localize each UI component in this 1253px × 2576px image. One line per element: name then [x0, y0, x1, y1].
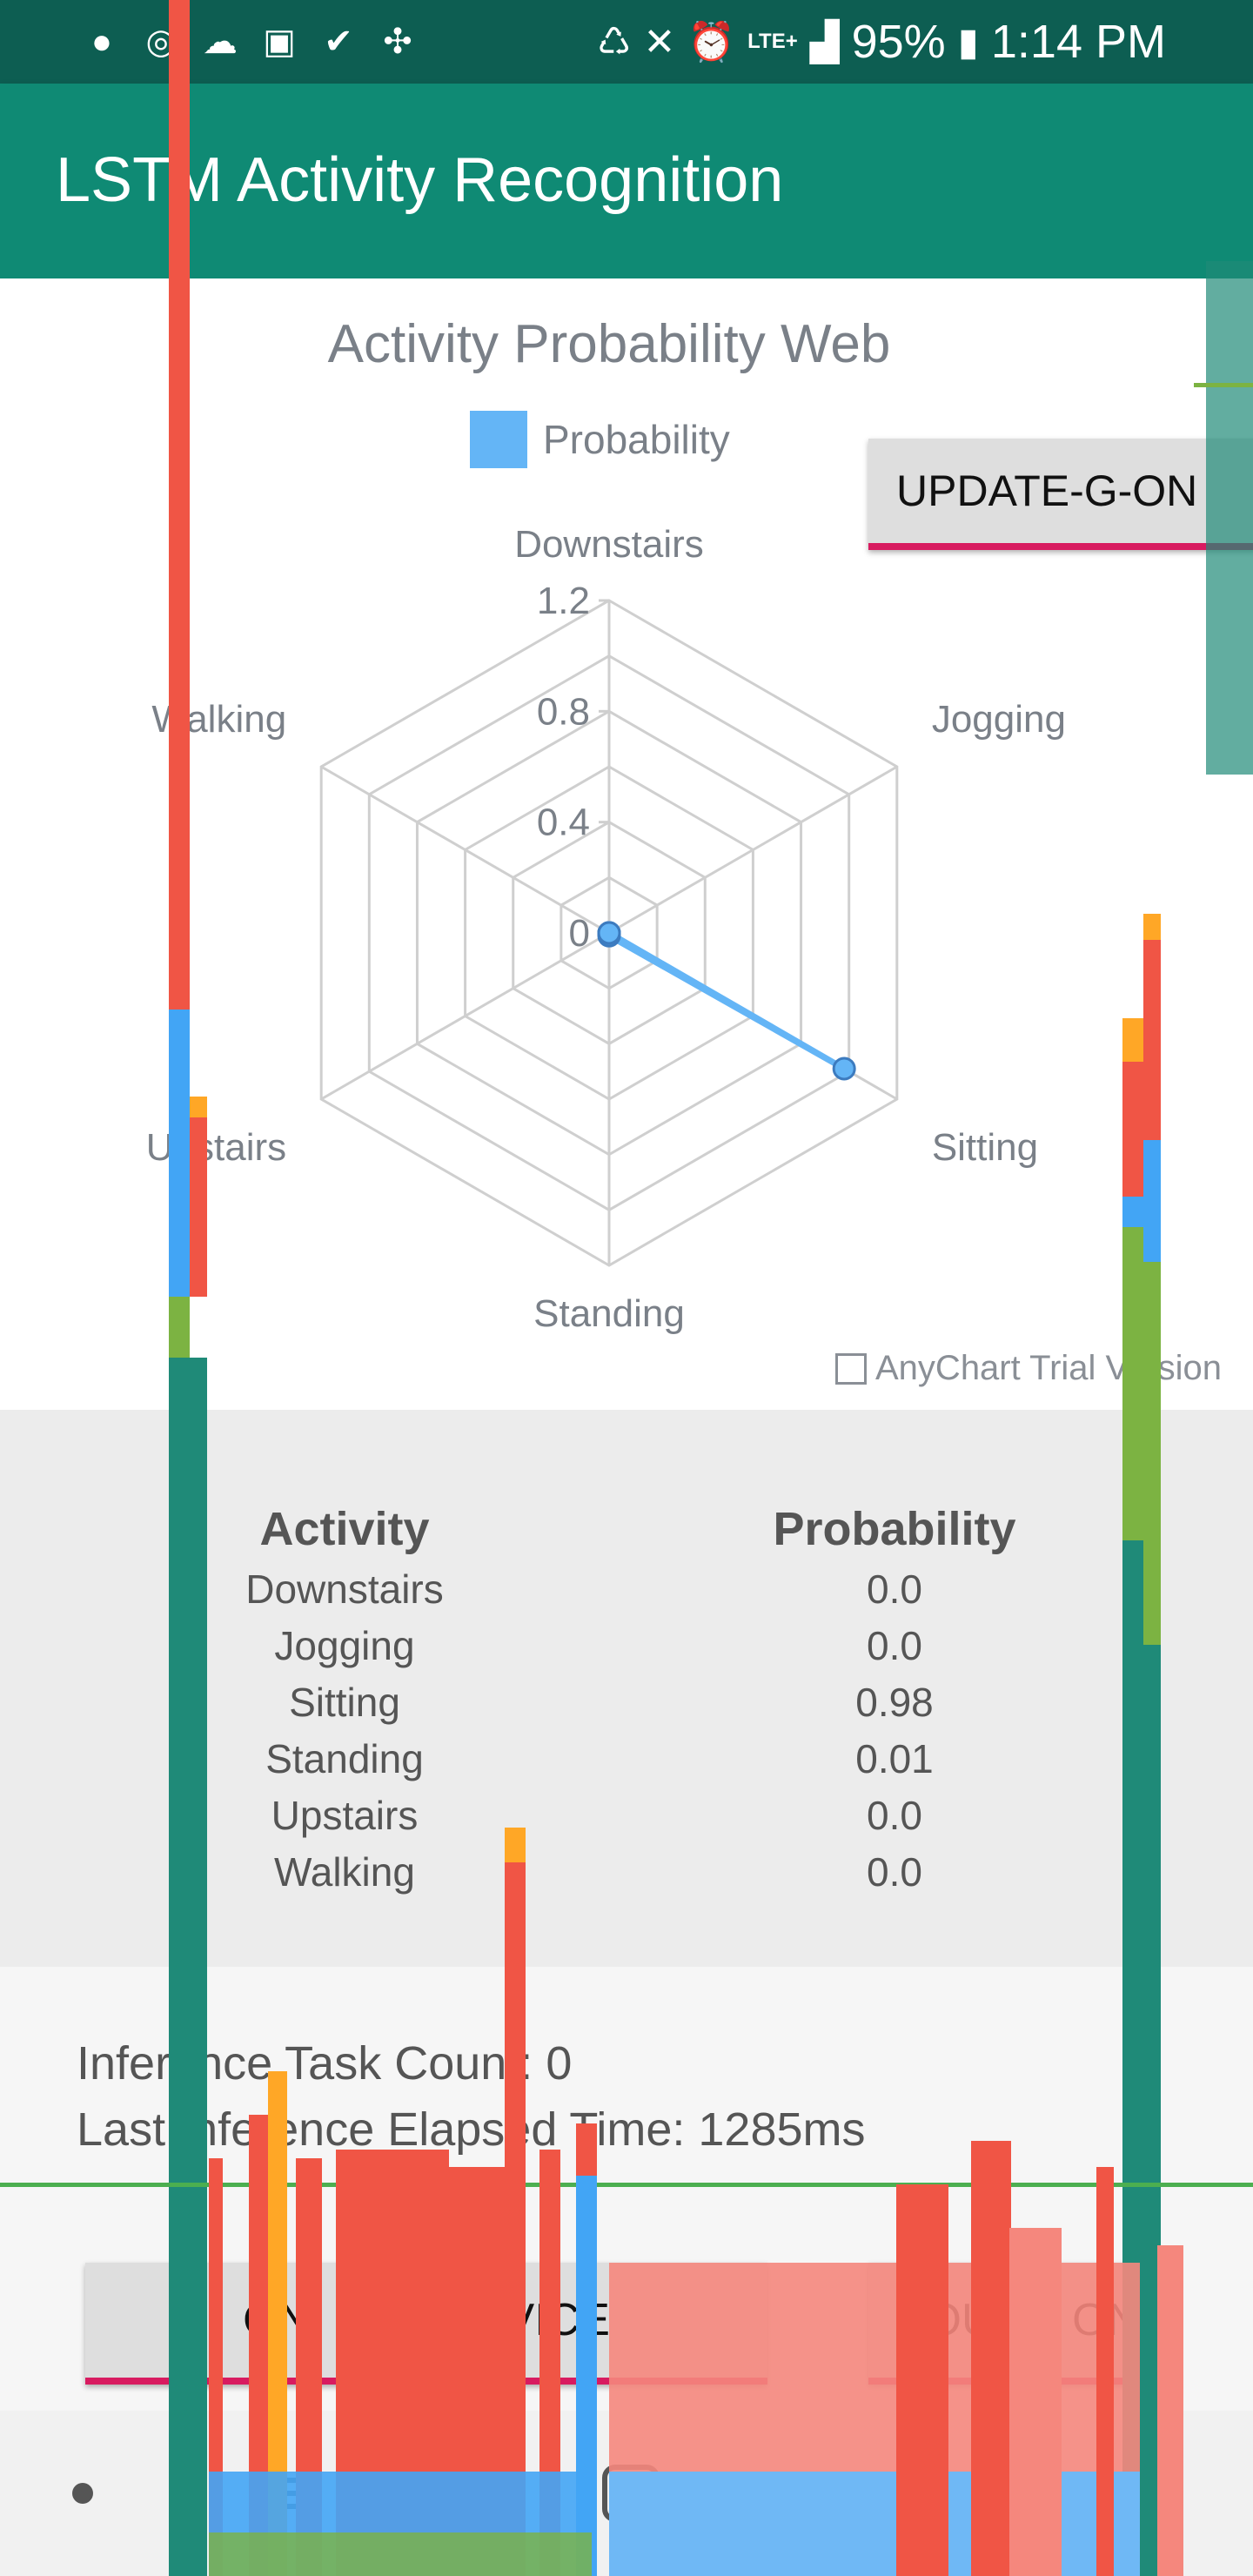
home-square-icon [602, 2465, 660, 2522]
radar-category-label: Upstairs [146, 1126, 286, 1169]
home-button[interactable] [574, 2411, 687, 2576]
weather-icon: ☁ [203, 23, 238, 61]
app-title: LSTM Activity Recognition [56, 145, 784, 215]
radar-tick-label: 0 [569, 912, 590, 955]
legend-swatch [470, 411, 527, 468]
recycle-icon: ♺ [597, 20, 632, 64]
table-cell: 0.0 [867, 1849, 922, 1895]
probability-column: Probability 0.0 0.0 0.98 0.01 0.0 0.0 [677, 1497, 1112, 1901]
task-count-text: Inference Task Count: 0 [77, 2037, 573, 2090]
table-cell: Standing [265, 1736, 424, 1781]
instagram-icon: ◎ [145, 23, 177, 61]
radar-series-line [606, 929, 848, 1072]
radar-tick-label: 0.8 [537, 690, 590, 733]
clock: 1:14 PM [990, 16, 1166, 68]
signal-icon: ▟ [809, 20, 840, 64]
table-cell: Upstairs [271, 1793, 419, 1838]
probability-table: Activity Downstairs Jogging Sitting Stan… [0, 1410, 1253, 1967]
table-cell: Sitting [289, 1680, 400, 1725]
radar-data-point [597, 921, 621, 945]
apps-icon: ✣ [383, 23, 412, 61]
table-cell: 0.98 [855, 1680, 934, 1725]
table-cell: 0.0 [867, 1793, 922, 1838]
battery-level: 95% [851, 16, 946, 68]
watermark-text: AnyChart Trial Version [875, 1349, 1222, 1387]
vibrate-icon: ✕ [643, 20, 676, 64]
alarm-icon: ⏰ [687, 21, 736, 64]
radar-chart-card: Activity Probability Web Probability 0 0.… [0, 278, 1253, 1410]
chart-logo-icon [835, 1352, 867, 1385]
recents-button[interactable] [226, 2411, 339, 2576]
radar-chart: 0 0.4 0.8 1.2 Downstairs Jogging Sitting Stand… [146, 523, 1066, 1335]
sound-on-button[interactable]: SOUND ON [868, 2263, 1168, 2385]
radar-ticks: 0 0.4 0.8 1.2 [537, 580, 609, 955]
dot-icon [72, 2483, 93, 2504]
status-right: ♺ ✕ ⏰ LTE+ ▟ 95% ▮ 1:14 PM [597, 14, 1166, 70]
anychart-watermark[interactable]: AnyChart Trial Version [835, 1349, 1222, 1388]
back-icon [955, 2473, 998, 2513]
radar-category-label: Jogging [932, 698, 1066, 741]
chart-legend[interactable]: Probability [470, 411, 730, 468]
status-left-icons: ● ◎ ☁ ▣ ✔ ✣ [80, 14, 419, 70]
legend-label: Probability [543, 417, 730, 462]
radar-category-label: Sitting [932, 1126, 1038, 1169]
radar-data-point [832, 1057, 856, 1081]
navigation-bar [0, 2411, 1253, 2576]
radar-axis-line [608, 765, 898, 935]
radar-series [597, 921, 856, 1081]
probability-header: Probability [773, 1503, 1016, 1555]
radar-axis-line [320, 765, 610, 935]
back-button[interactable] [922, 2411, 1035, 2576]
radar-category-label: Walking [151, 698, 286, 741]
radar-tick-label: 1.2 [537, 580, 590, 622]
battery-icon: ▮ [957, 20, 979, 64]
table-cell: Walking [274, 1849, 415, 1895]
update-g-on-button[interactable]: UPDATE-G-ON [868, 439, 1253, 550]
network-type: LTE+ [747, 30, 798, 53]
elapsed-time-text: Last Inference Elapsed Time: 1285ms [77, 2103, 866, 2156]
recents-icon [261, 2478, 305, 2509]
check-icon: ✔ [324, 23, 353, 61]
radar-axis-line [320, 931, 610, 1101]
radar-category-label: Downstairs [514, 523, 704, 566]
table-cell: Jogging [274, 1623, 415, 1668]
spotify-icon: ● [90, 22, 113, 61]
table-cell: Downstairs [245, 1566, 444, 1612]
table-cell: 0.0 [867, 1623, 922, 1668]
table-cell: 0.01 [855, 1736, 934, 1781]
table-cell: 0.0 [867, 1566, 922, 1612]
home-dot-button[interactable] [35, 2411, 131, 2576]
gallery-icon: ▣ [263, 23, 296, 61]
app-bar: LSTM Activity Recognition [0, 84, 1253, 278]
chart-title: Activity Probability Web [327, 314, 891, 374]
activity-header: Activity [259, 1503, 430, 1555]
radar-category-label: Standing [533, 1292, 685, 1335]
status-bar: ● ◎ ☁ ▣ ✔ ✣ ♺ ✕ ⏰ LTE+ ▟ 95% ▮ 1:14 PM [0, 0, 1253, 84]
activity-column: Activity Downstairs Jogging Sitting Stan… [127, 1497, 562, 1901]
on-device-button[interactable]: ON ON DEVICE [85, 2263, 767, 2385]
radar-tick-label: 0.4 [537, 802, 590, 844]
